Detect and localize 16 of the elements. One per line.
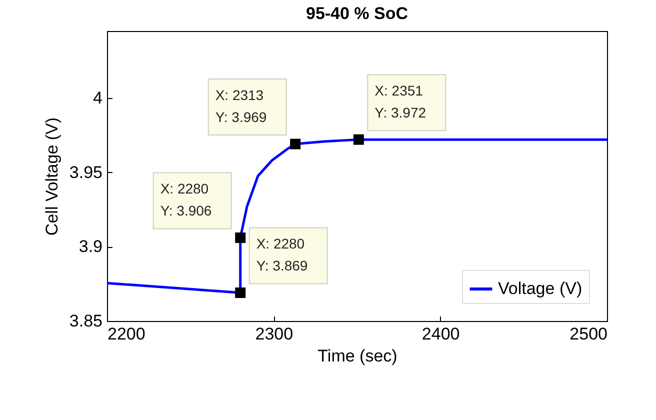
x-axis-title: Time (sec) <box>318 346 398 366</box>
x-tick-label: 2500 <box>570 324 608 344</box>
y-tick-label: 3.9 <box>78 237 102 256</box>
y-tick-label: 3.85 <box>69 312 102 330</box>
y-tick-label: 3.95 <box>69 162 102 182</box>
y-axis-title: Cell Voltage (V) <box>42 117 62 236</box>
y-tick-label: 4 <box>93 88 102 108</box>
annotation: X: 2280 Y: 3.906 <box>160 180 212 219</box>
x-tick-label: 2200 <box>108 324 146 344</box>
annotation: X: 2280 Y: 3.869 <box>256 236 308 274</box>
annotation: X: 2351 Y: 3.972 <box>374 82 426 121</box>
legend-label: Voltage (V) <box>498 279 582 298</box>
annotation: X: 2313 Y: 3.969 <box>215 87 267 126</box>
x-tick-label: 2300 <box>255 324 294 344</box>
chart-title: 95-40 % SoC <box>306 4 408 23</box>
x-tick-label: 2400 <box>422 324 460 344</box>
